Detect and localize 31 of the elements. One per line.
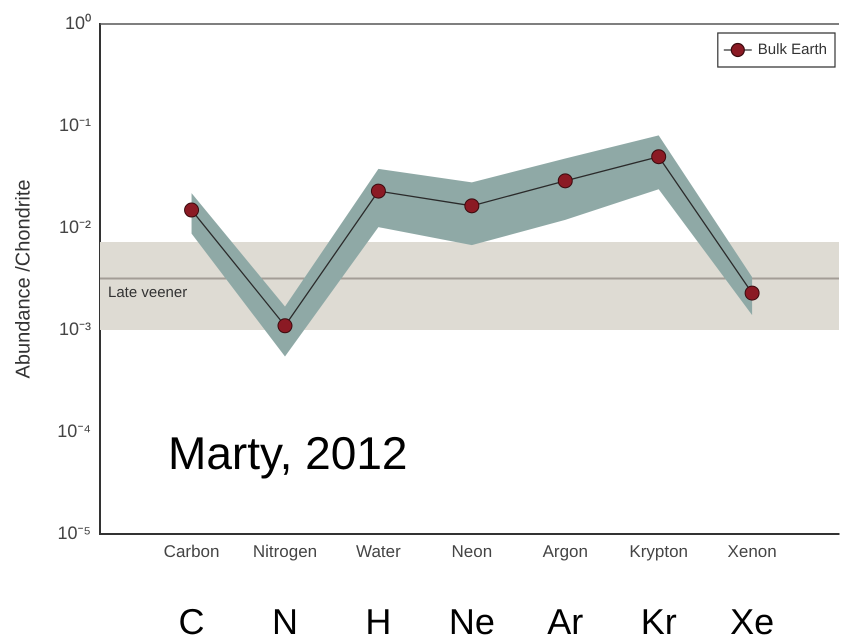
y-tick-label: 10⁰ bbox=[64, 12, 91, 33]
y-tick-label: 10⁻¹ bbox=[58, 114, 92, 135]
x-tick-label: Water bbox=[356, 542, 402, 561]
x-tick-label: Krypton bbox=[629, 542, 688, 561]
y-tick-label: 10⁻³ bbox=[58, 318, 92, 339]
y-tick-label: 10⁻⁴ bbox=[57, 420, 91, 441]
point bbox=[558, 173, 573, 188]
y-axis-title: Abundance /Chondrite bbox=[12, 179, 35, 379]
text: H bbox=[365, 601, 392, 642]
y-tick-label: 10⁻⁵ bbox=[58, 522, 91, 543]
text: Xe bbox=[730, 601, 774, 642]
x-tick-label: Neon bbox=[452, 542, 492, 561]
point bbox=[464, 198, 480, 214]
x-tick-label: Xenon bbox=[728, 542, 777, 561]
point bbox=[744, 286, 760, 301]
point bbox=[184, 202, 200, 218]
y-tick-label: 10⁻² bbox=[58, 216, 92, 237]
x-tick-label: Nitrogen bbox=[252, 542, 318, 561]
ref-line-label: Late veener bbox=[108, 284, 188, 302]
point bbox=[277, 318, 292, 334]
point bbox=[370, 184, 386, 199]
text: Ne bbox=[448, 601, 495, 642]
x-tick-label: Argon bbox=[542, 542, 588, 561]
point bbox=[651, 149, 666, 164]
text: C bbox=[178, 601, 205, 642]
annotation: Marty, 2012 bbox=[168, 427, 408, 479]
legend-label: Bulk Earth bbox=[758, 41, 828, 58]
text: Kr bbox=[640, 601, 677, 642]
x-tick-label: Carbon bbox=[164, 542, 220, 561]
text: Ar bbox=[547, 601, 584, 642]
text: N bbox=[272, 601, 298, 642]
